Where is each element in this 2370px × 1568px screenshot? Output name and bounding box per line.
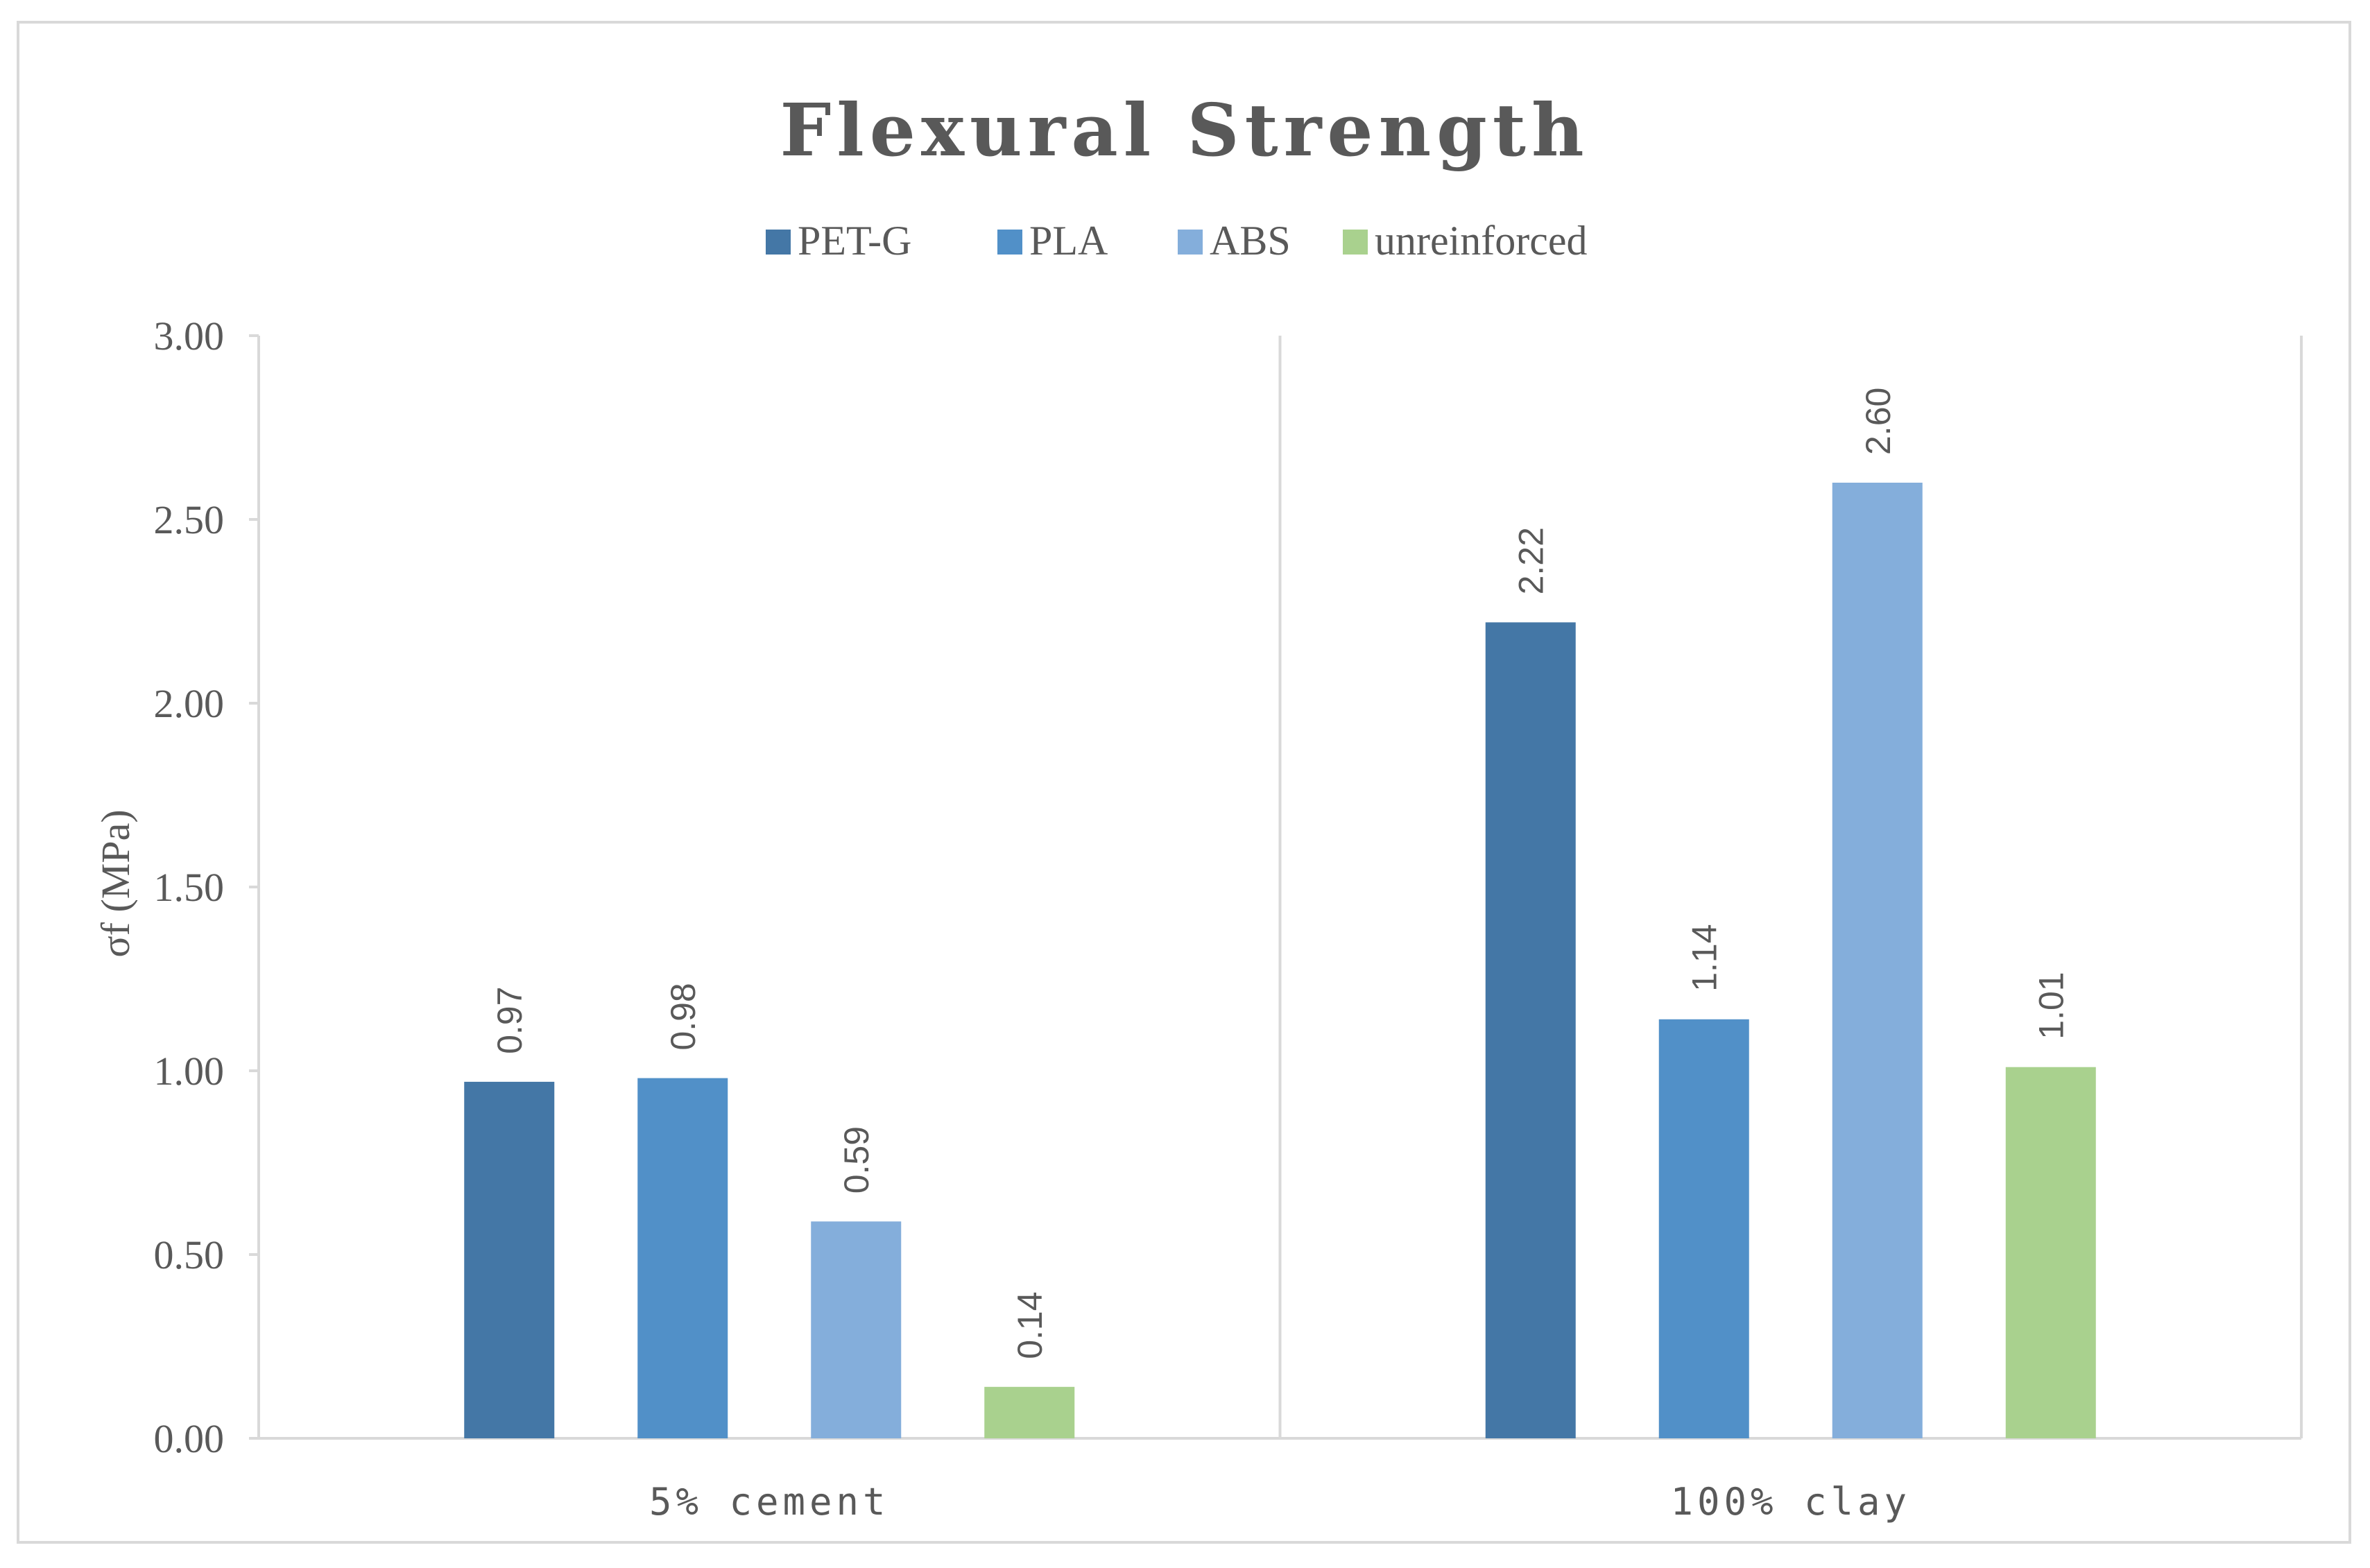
legend-label: ABS bbox=[1210, 218, 1291, 264]
legend-swatch bbox=[1178, 230, 1203, 255]
axes: 0.00 0.50 1.00 1.50 2.00 2.50 3.00 5% cement 100… bbox=[154, 313, 2303, 1524]
chart-svg: Flexural Strength PET-G PLA ABS unreinforce… bbox=[93, 87, 2303, 1524]
y-axis-title: σf (MPa) bbox=[93, 809, 138, 957]
legend: PET-G PLA ABS unreinforced bbox=[766, 218, 1588, 264]
bar-pet-g bbox=[1485, 622, 1576, 1438]
y-tick-label: 1.50 bbox=[154, 865, 225, 910]
x-category-label: 100% clay bbox=[1670, 1480, 1911, 1524]
legend-label: unreinforced bbox=[1375, 218, 1588, 264]
bar-pet-g bbox=[464, 1081, 555, 1438]
legend-label: PLA bbox=[1029, 218, 1108, 264]
y-tick-label: 3.00 bbox=[154, 313, 225, 359]
y-tick-label: 0.00 bbox=[154, 1416, 225, 1461]
data-label: 1.01 bbox=[2032, 972, 2071, 1039]
x-category-label: 5% cement bbox=[649, 1480, 890, 1524]
y-tick-label: 1.00 bbox=[154, 1049, 225, 1094]
data-label: 2.22 bbox=[1512, 527, 1551, 594]
bar-pla bbox=[637, 1078, 728, 1438]
bar-abs bbox=[811, 1221, 902, 1438]
bars: 0.97 2.22 0.98 1.14 0.59 2.60 0.14 1.01 bbox=[464, 388, 2096, 1438]
y-tick-label: 0.50 bbox=[154, 1232, 225, 1277]
data-label: 0.14 bbox=[1011, 1291, 1049, 1359]
chart-title: Flexural Strength bbox=[780, 87, 1589, 173]
legend-label: PET-G bbox=[798, 218, 911, 264]
data-label: 0.98 bbox=[664, 983, 703, 1050]
data-label: 1.14 bbox=[1685, 924, 1724, 991]
legend-swatch bbox=[997, 230, 1022, 255]
bar-pla bbox=[1658, 1019, 1749, 1438]
bar-unreinforced bbox=[984, 1386, 1075, 1438]
data-label: 0.97 bbox=[490, 987, 529, 1054]
data-label: 0.59 bbox=[837, 1126, 876, 1194]
chart-frame: Flexural Strength PET-G PLA ABS unreinforce… bbox=[17, 21, 2351, 1544]
bar-unreinforced bbox=[2005, 1067, 2096, 1438]
legend-swatch bbox=[766, 230, 791, 255]
legend-swatch bbox=[1343, 230, 1368, 255]
y-tick-label: 2.50 bbox=[154, 497, 225, 542]
y-tick-label: 2.00 bbox=[154, 681, 225, 726]
bar-abs bbox=[1832, 483, 1923, 1438]
data-label: 2.60 bbox=[1859, 388, 1898, 455]
